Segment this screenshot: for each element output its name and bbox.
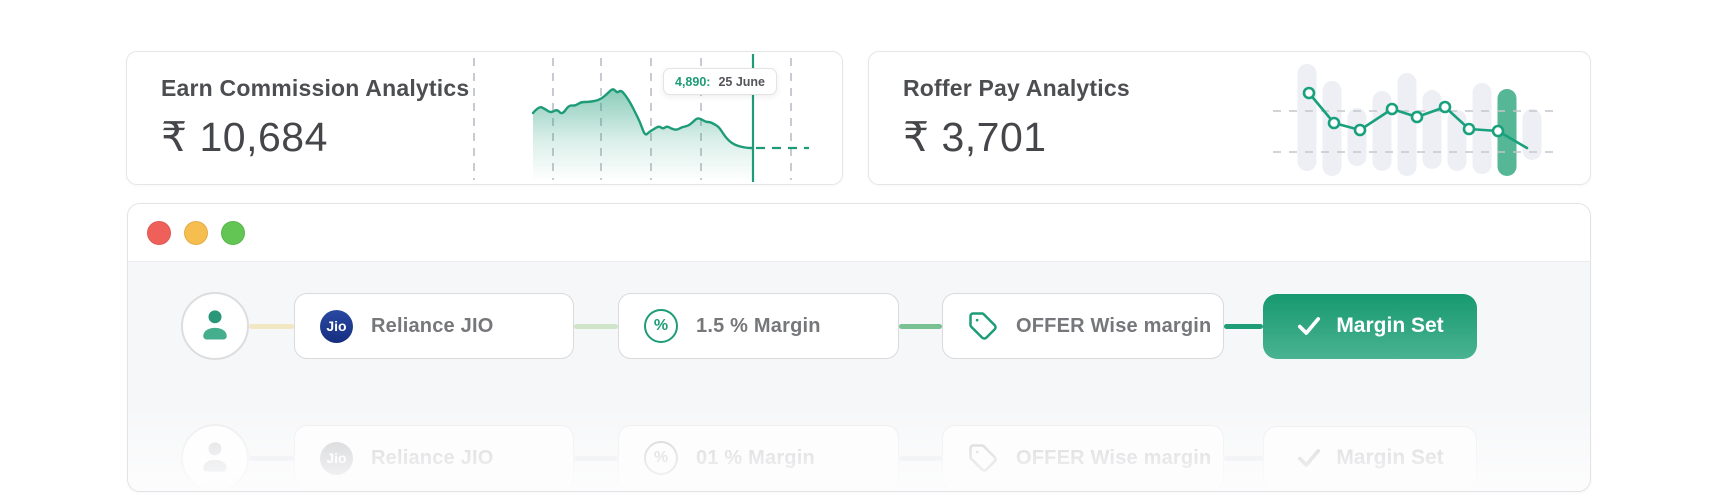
connector-margin-offer xyxy=(899,323,942,329)
connector-margin-offer xyxy=(899,455,942,461)
tag-icon xyxy=(969,444,997,472)
margin-label: 01 % Margin xyxy=(696,446,815,469)
flow-row-active: Jio Reliance JIO % 1.5 % Margin OFFER Wi… xyxy=(181,291,1477,361)
percent-icon: % xyxy=(644,309,678,343)
roffer-pay-card: Roffer Pay Analytics ₹ 3,701 xyxy=(868,51,1591,185)
earn-commission-amount: ₹ 10,684 xyxy=(161,114,328,160)
connector-provider-margin xyxy=(574,323,618,329)
person-icon xyxy=(203,442,227,472)
margin-set-button[interactable]: Margin Set xyxy=(1263,293,1477,359)
offer-step-ghost[interactable]: OFFER Wise margin xyxy=(942,425,1224,491)
provider-label: Reliance JIO xyxy=(371,314,494,337)
connector-offer-status xyxy=(1224,455,1263,461)
earn-commission-card: Earn Commission Analytics ₹ 10,684 4,890… xyxy=(126,51,843,185)
tooltip-date: 25 June xyxy=(718,74,766,89)
roffer-pay-meta: Roffer Pay Analytics ₹ 3,701 xyxy=(903,75,1130,161)
jio-logo-icon: Jio xyxy=(320,441,353,475)
tooltip-value: 4,890: xyxy=(675,74,711,89)
check-icon xyxy=(1298,449,1321,467)
margin-step[interactable]: % 1.5 % Margin xyxy=(618,293,899,359)
window-titlebar xyxy=(128,204,1590,262)
offer-label: OFFER Wise margin xyxy=(1016,446,1212,469)
jio-logo-icon: Jio xyxy=(320,309,353,343)
person-icon xyxy=(203,310,227,340)
flow-row-ghost: Jio Reliance JIO % 01 % Margin OFFER Wis… xyxy=(181,423,1477,491)
margin-flow-window: Jio Reliance JIO % 1.5 % Margin OFFER Wi… xyxy=(127,203,1591,492)
tag-icon xyxy=(969,312,997,340)
margin-label: 1.5 % Margin xyxy=(696,314,821,337)
percent-icon: % xyxy=(644,441,678,475)
margin-set-button-ghost[interactable]: Margin Set xyxy=(1263,425,1477,491)
earn-commission-title: Earn Commission Analytics xyxy=(161,75,470,101)
close-window-icon[interactable] xyxy=(147,220,171,245)
roffer-pay-title: Roffer Pay Analytics xyxy=(903,75,1130,101)
minimize-window-icon[interactable] xyxy=(184,220,208,245)
connector-offer-status xyxy=(1224,323,1263,329)
check-icon xyxy=(1298,317,1321,335)
provider-step-ghost[interactable]: Jio Reliance JIO xyxy=(294,425,574,491)
maximize-window-icon[interactable] xyxy=(221,220,245,245)
connector-user-provider xyxy=(249,323,294,329)
roffer-pay-amount: ₹ 3,701 xyxy=(903,114,1047,160)
provider-label: Reliance JIO xyxy=(371,446,494,469)
connector-user-provider xyxy=(249,455,294,461)
offer-step[interactable]: OFFER Wise margin xyxy=(942,293,1224,359)
margin-set-label: Margin Set xyxy=(1336,446,1444,469)
margin-set-label: Margin Set xyxy=(1336,314,1444,337)
connector-provider-margin xyxy=(574,455,618,461)
offer-label: OFFER Wise margin xyxy=(1016,314,1212,337)
margin-step-ghost[interactable]: % 01 % Margin xyxy=(618,425,899,491)
earn-commission-meta: Earn Commission Analytics ₹ 10,684 xyxy=(161,75,469,161)
earn-commission-area-chart xyxy=(461,52,831,184)
user-avatar-ghost xyxy=(181,424,249,491)
chart-tooltip: 4,890: 25 June xyxy=(663,68,778,95)
roffer-pay-line-chart xyxy=(1269,52,1569,184)
user-avatar xyxy=(181,292,249,360)
provider-step[interactable]: Jio Reliance JIO xyxy=(294,293,574,359)
